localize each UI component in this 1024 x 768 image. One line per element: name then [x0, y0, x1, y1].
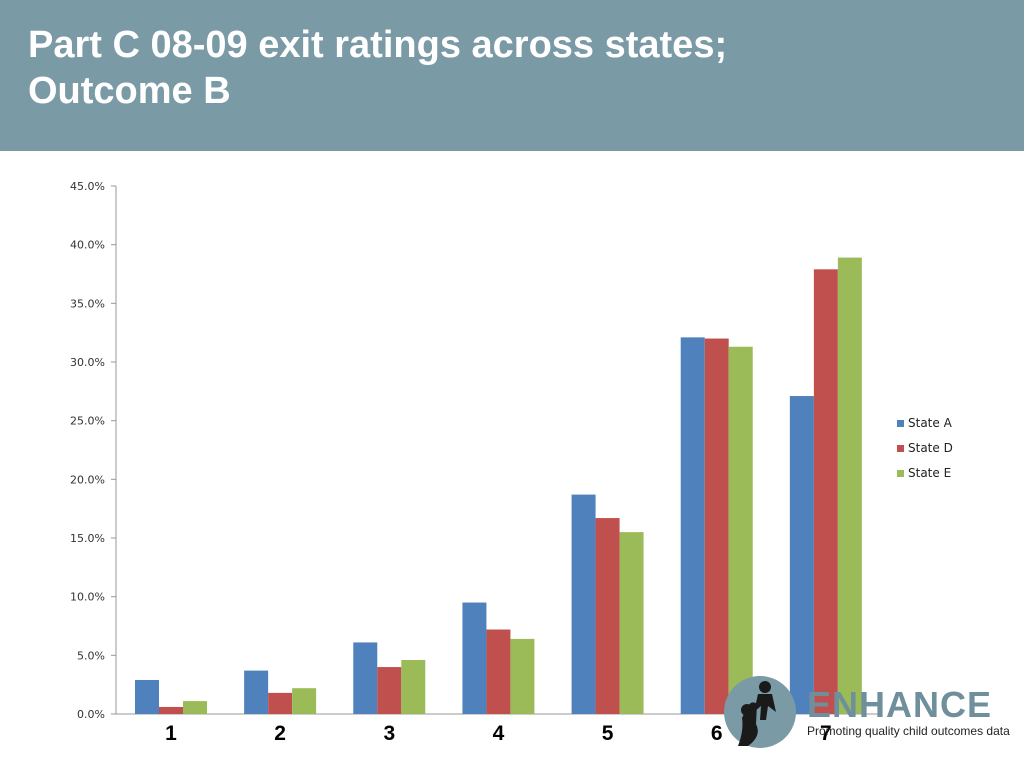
y-tick-label: 30.0%	[70, 356, 105, 369]
bar-state-a-cat-4	[462, 602, 487, 714]
y-tick-label: 45.0%	[70, 180, 105, 193]
logo-circle	[724, 676, 796, 748]
bar-state-a-cat-2	[244, 670, 269, 714]
category-label: 3	[383, 722, 395, 745]
bars	[135, 257, 862, 714]
y-tick-label: 0.0%	[77, 708, 105, 721]
bar-state-e-cat-3	[401, 660, 426, 714]
category-label: 1	[165, 722, 177, 745]
y-tick-label: 10.0%	[70, 591, 105, 604]
bar-state-a-cat-7	[789, 396, 814, 714]
legend: State A State D State E	[897, 416, 953, 480]
title-line-1: Part C 08-09 exit ratings across states;	[28, 24, 728, 66]
bar-state-e-cat-1	[183, 701, 207, 714]
bar-state-a-cat-6	[680, 337, 705, 714]
bar-state-e-cat-6	[728, 346, 753, 714]
logo-tagline: Promoting quality child outcomes data	[807, 724, 1010, 738]
category-labels: 1 2 3 4 5 6 7	[165, 722, 832, 745]
category-label: 6	[711, 722, 723, 745]
logo-text: ENHANCE	[807, 684, 992, 725]
y-axis: 0.0% 5.0% 10.0% 15.0% 20.0% 25.0% 30.0% 35.0% 40…	[70, 180, 880, 721]
legend-label: State D	[908, 441, 953, 455]
legend-swatch	[897, 420, 904, 427]
category-label: 7	[820, 722, 832, 745]
bar-state-e-cat-7	[837, 257, 862, 714]
bar-state-a-cat-5	[571, 494, 596, 714]
enhance-logo: ENHANCE Promoting quality child outcomes…	[724, 676, 1010, 748]
parent-child-silhouette-icon	[738, 681, 776, 746]
category-label: 2	[274, 722, 286, 745]
title-line-2: Outcome B	[28, 70, 231, 112]
bar-state-a-cat-1	[135, 679, 159, 714]
y-tick-label: 35.0%	[70, 297, 105, 310]
bar-state-d-cat-1	[159, 706, 183, 714]
bar-state-d-cat-7	[813, 269, 838, 714]
legend-swatch	[897, 445, 904, 452]
y-tick-label: 40.0%	[70, 239, 105, 252]
y-tick-label: 5.0%	[77, 649, 105, 662]
bar-state-e-cat-5	[619, 532, 644, 714]
category-label: 4	[493, 722, 505, 745]
bar-state-d-cat-5	[595, 518, 620, 714]
category-label: 5	[602, 722, 614, 745]
slide-title: Part C 08-09 exit ratings across states;…	[28, 22, 988, 114]
y-tick-label: 20.0%	[70, 473, 105, 486]
bar-state-d-cat-6	[704, 338, 729, 714]
bar-state-d-cat-2	[268, 692, 293, 714]
bar-state-e-cat-4	[510, 638, 535, 714]
bar-state-e-cat-2	[292, 688, 317, 714]
legend-swatch	[897, 470, 904, 477]
bar-state-a-cat-3	[353, 642, 378, 714]
y-tick-label: 25.0%	[70, 415, 105, 428]
legend-label: State E	[908, 466, 951, 480]
y-tick-label: 15.0%	[70, 532, 105, 545]
bar-state-d-cat-4	[486, 629, 511, 714]
bar-state-d-cat-3	[377, 667, 402, 714]
legend-label: State A	[908, 416, 953, 430]
slide-header: Part C 08-09 exit ratings across states;…	[0, 0, 1024, 151]
